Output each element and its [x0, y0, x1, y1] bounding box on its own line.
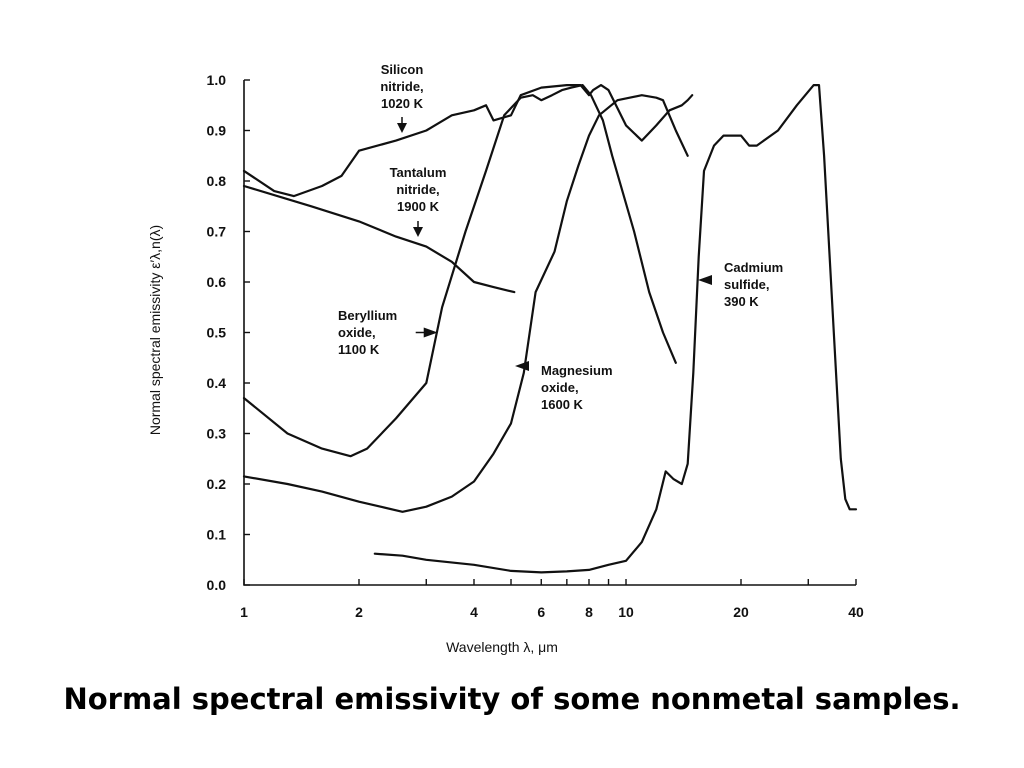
x-tick-label: 40: [848, 604, 864, 620]
x-tick-label: 6: [537, 604, 545, 620]
x-tick-label: 20: [733, 604, 749, 620]
series-line-3: [242, 84, 677, 458]
y-tick-label: 0.3: [207, 426, 227, 442]
series-line-4: [242, 94, 689, 513]
x-tick-label: 1: [240, 604, 248, 620]
series-line-5: [373, 84, 858, 574]
annotation-text: oxide,: [338, 325, 376, 340]
annotation-5: Cadmium sulfide, 390 K: [698, 260, 783, 309]
annotation-text: 1600 K: [541, 397, 584, 412]
annotation-text: nitride,: [396, 182, 439, 197]
y-tick-label: 0.9: [207, 123, 227, 139]
annotation-4: Magnesium oxide, 1600 K: [515, 361, 613, 412]
annotation-text: sulfide,: [724, 277, 770, 292]
arrow-icon: [413, 227, 423, 237]
series-line-2: [242, 184, 516, 294]
series-lines: [242, 84, 858, 574]
annotation-text: Magnesium: [541, 363, 613, 378]
annotation-text: Beryllium: [338, 308, 397, 323]
annotation-text: Tantalum: [390, 165, 447, 180]
series-line-1: [242, 84, 694, 198]
annotation-text: Silicon: [381, 62, 424, 77]
y-tick-label: 0.6: [207, 274, 227, 290]
x-tick-label: 2: [355, 604, 363, 620]
y-tick-label: 0.7: [207, 224, 227, 240]
y-tick-label: 0.5: [207, 325, 227, 341]
tick-marks: 0.0 0.1 0.2 0.3 0.4 0.5 0.6 0.7 0.8 0.9 1.0 1 2 4 6 8 10…: [207, 72, 864, 620]
annotation-text: 1900 K: [397, 199, 440, 214]
arrow-icon: [423, 327, 438, 338]
annotation-3: Beryllium oxide, 1100 K: [338, 308, 438, 357]
annotations: Silicon nitride, 1020 K Tantalum nitride, 190…: [338, 62, 783, 412]
axis-frame: [243, 80, 856, 586]
annotation-text: 1100 K: [338, 342, 380, 357]
y-axis-title: Normal spectral emissivity ε′λ,n(λ): [147, 225, 163, 435]
y-tick-label: 0.2: [207, 476, 227, 492]
x-tick-label: 4: [470, 604, 478, 620]
y-tick-label: 0.0: [207, 577, 227, 593]
annotation-1: Silicon nitride, 1020 K: [380, 62, 424, 133]
annotation-text: 390 K: [724, 294, 759, 309]
x-tick-label: 10: [618, 604, 634, 620]
arrow-icon: [698, 275, 712, 285]
arrow-icon: [515, 361, 529, 371]
y-tick-label: 0.4: [207, 375, 227, 391]
axes: [243, 80, 856, 586]
annotation-2: Tantalum nitride, 1900 K: [390, 165, 447, 237]
x-axis-title: Wavelength λ, μm: [446, 639, 558, 655]
annotation-text: oxide,: [541, 380, 579, 395]
y-tick-label: 0.1: [207, 527, 227, 543]
y-tick-label: 1.0: [207, 72, 227, 88]
x-tick-label: 8: [585, 604, 593, 620]
annotation-text: 1020 K: [381, 96, 424, 111]
figure-caption: Normal spectral emissivity of some nonme…: [63, 682, 961, 716]
y-tick-label: 0.8: [207, 173, 227, 189]
annotation-text: Cadmium: [724, 260, 783, 275]
annotation-text: nitride,: [380, 79, 423, 94]
arrow-icon: [397, 123, 407, 133]
